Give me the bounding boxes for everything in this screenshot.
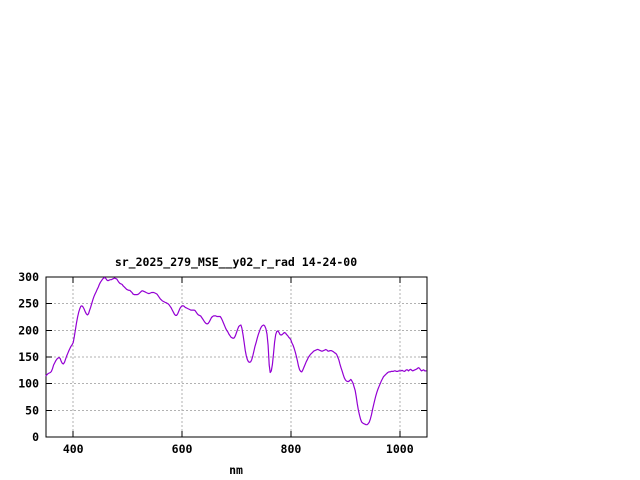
axes-and-ticks bbox=[45, 276, 428, 438]
y-tick-label: 100 bbox=[18, 377, 39, 391]
y-tick-label: 50 bbox=[25, 403, 39, 417]
y-tick-label: 0 bbox=[32, 430, 39, 444]
grid-lines bbox=[46, 277, 427, 437]
radiance-curve bbox=[45, 276, 427, 426]
y-tick-label: 200 bbox=[18, 323, 39, 337]
data-series bbox=[45, 276, 427, 426]
y-tick-label: 150 bbox=[18, 350, 39, 364]
y-tick-label: 250 bbox=[18, 297, 39, 311]
x-tick-label: 400 bbox=[63, 442, 84, 456]
x-tick-label: 800 bbox=[281, 442, 302, 456]
x-tick-label: 1000 bbox=[386, 442, 414, 456]
y-tick-label: 300 bbox=[18, 270, 39, 284]
x-axis-label: nm bbox=[229, 463, 243, 477]
x-tick-label: 600 bbox=[172, 442, 193, 456]
tick-labels: 400 600 800 1000 0 50 100 150 200 250 300 bbox=[18, 270, 413, 456]
chart-title: sr_2025_279_MSE__y02_r_rad 14-24-00 bbox=[115, 255, 357, 270]
